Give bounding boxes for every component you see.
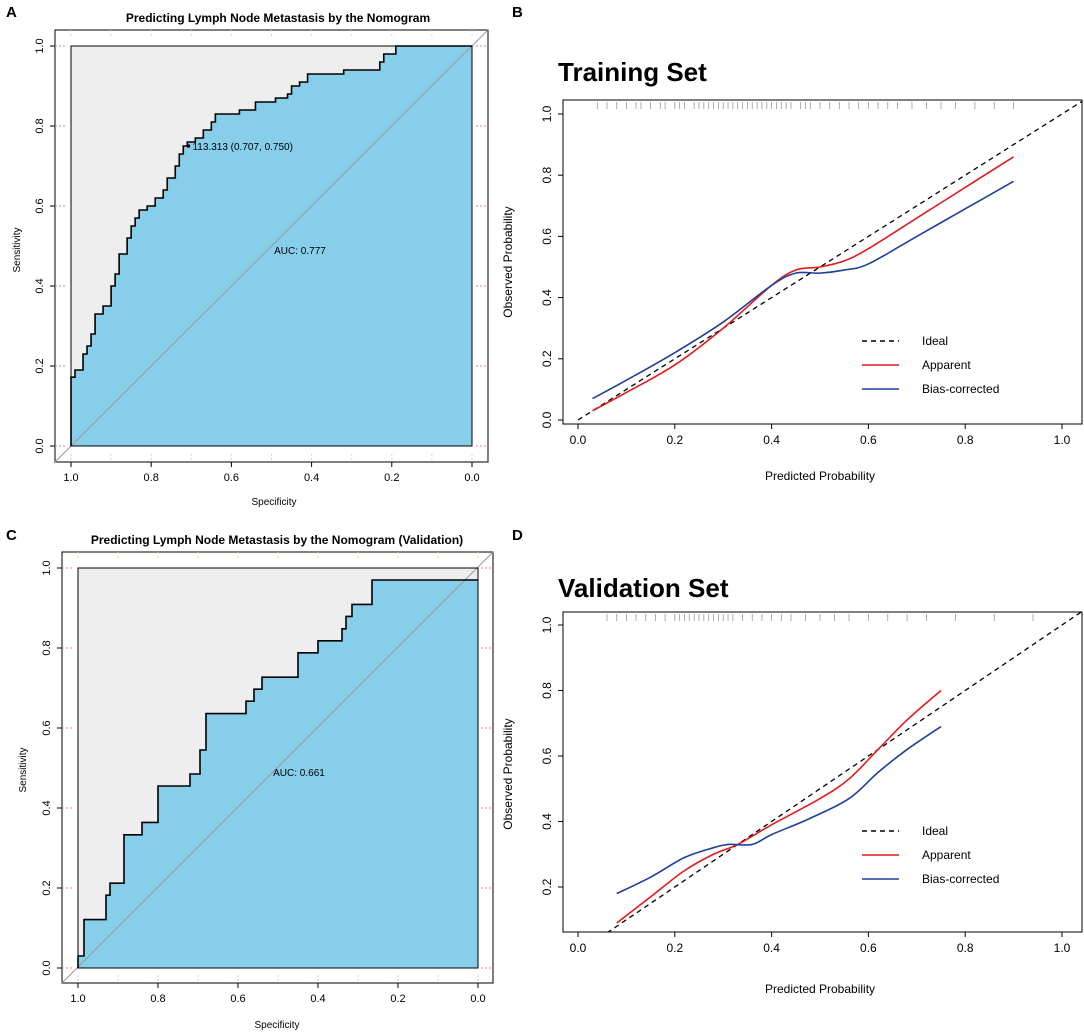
legend-ideal-label: Ideal xyxy=(922,824,948,838)
legend-bias-corrected-label: Bias-corrected xyxy=(922,382,999,396)
x-tick-label: 1.0 xyxy=(1054,433,1071,447)
y-tick-label: 0.4 xyxy=(34,278,46,293)
x-tick-label: 0.4 xyxy=(304,472,319,484)
x-tick-label: 0.2 xyxy=(384,472,399,484)
y-tick-label: 1.0 xyxy=(34,38,46,53)
plot-area-c: 1.0 0.8 0.6 0.4 0.2 0.0 0.0 0.2 0.4 0.6 0.8 1.0 AUC:… xyxy=(41,551,494,1005)
ideal-line xyxy=(607,612,1082,932)
panel-d-calibration-validation: D Validation Set Predicted Probability O… xyxy=(501,527,1083,996)
x-tick-label: 0.6 xyxy=(224,472,239,484)
x-tick-label: 0.4 xyxy=(310,993,325,1005)
chart-title-a: Predicting Lymph Node Metastasis by the … xyxy=(126,11,430,25)
roc-curve xyxy=(77,579,478,968)
y-tick-label: 1.0 xyxy=(540,105,554,122)
roc-inner-frame xyxy=(70,45,473,447)
diagonal-reference-line xyxy=(53,29,489,464)
x-tick-label: 0.2 xyxy=(666,433,683,447)
x-tick-label: 0.6 xyxy=(860,941,877,955)
ideal-line xyxy=(577,100,1082,421)
x-tick-label: 0.2 xyxy=(390,993,405,1005)
x-tick-label: 0.8 xyxy=(957,941,974,955)
y-tick-label: 0.8 xyxy=(540,167,554,184)
x-tick-label: 0.2 xyxy=(666,941,683,955)
plot-area-a: 1.0 0.8 0.6 0.4 0.2 0.0 0.0 0.2 0.4 0.6 0.8 1.0 113.… xyxy=(34,29,489,484)
roc-inner-frame xyxy=(77,567,479,969)
chart-title-d: Validation Set xyxy=(558,573,729,603)
y-tick-label: 0.4 xyxy=(41,800,53,815)
best-threshold-label: 113.313 (0.707, 0.750) xyxy=(192,142,292,153)
x-tick-label: 1.0 xyxy=(70,993,85,1005)
y-tick-label: 0.6 xyxy=(540,228,554,245)
x-tick-label: 0.0 xyxy=(570,433,587,447)
y-tick-label: 0.0 xyxy=(540,411,554,428)
y-tick-label: 0.0 xyxy=(41,960,53,975)
x-tick-label: 0.4 xyxy=(763,433,780,447)
legend-ideal-label: Ideal xyxy=(922,334,948,348)
x-tick-label: 0.0 xyxy=(570,941,587,955)
auc-label: AUC: 0.661 xyxy=(273,768,325,779)
auc-label: AUC: 0.777 xyxy=(274,246,326,257)
y-tick-label: 0.2 xyxy=(540,350,554,367)
x-tick-label: 0.8 xyxy=(144,472,159,484)
x-tick-label: 0.4 xyxy=(763,941,780,955)
y-tick-label: 0.0 xyxy=(34,438,46,453)
panel-c-roc-validation: C Predicting Lymph Node Metastasis by th… xyxy=(6,527,494,1031)
bias-corrected-curve xyxy=(592,180,1014,400)
y-tick-label: 1.0 xyxy=(41,560,53,575)
y-axis-label-b: Observed Probability xyxy=(501,206,515,317)
apparent-curve xyxy=(616,689,942,924)
plot-frame-d xyxy=(562,611,1083,933)
x-tick-label: 0.8 xyxy=(957,433,974,447)
plot-area-b: 0.0 0.2 0.4 0.6 0.8 1.0 0.0 0.2 0.4 0.6 0.8 1.0 Idea… xyxy=(540,99,1083,447)
x-axis-label-a: Specificity xyxy=(251,497,296,508)
panel-letter-c: C xyxy=(6,527,17,544)
x-tick-label: 1.0 xyxy=(1054,941,1071,955)
y-tick-label: 0.8 xyxy=(540,682,554,699)
y-tick-label: 0.6 xyxy=(540,747,554,764)
x-tick-label: 0.8 xyxy=(150,993,165,1005)
x-axis-label-b: Predicted Probability xyxy=(765,469,875,483)
y-axis-label-a: Sensitivity xyxy=(12,227,23,272)
legend-apparent-label: Apparent xyxy=(922,358,971,372)
y-axis-label-c: Sensitivity xyxy=(18,747,29,792)
y-tick-label: 0.8 xyxy=(41,640,53,655)
y-tick-label: 0.2 xyxy=(540,878,554,895)
apparent-curve xyxy=(592,156,1015,412)
x-axis-label-c: Specificity xyxy=(254,1020,299,1031)
plot-area-d: 0.0 0.2 0.4 0.6 0.8 1.0 0.2 0.4 0.6 0.8 1.0 Ideal Ap… xyxy=(540,611,1083,955)
y-tick-label: 0.4 xyxy=(540,289,554,306)
y-tick-label: 0.8 xyxy=(34,118,46,133)
y-tick-label: 0.2 xyxy=(41,880,53,895)
panel-b-calibration-training: B Training Set Predicted Probability Obs… xyxy=(501,4,1083,483)
x-axis-label-d: Predicted Probability xyxy=(765,982,875,996)
y-tick-label: 0.2 xyxy=(34,358,46,373)
chart-title-b: Training Set xyxy=(558,57,707,87)
panel-letter-a: A xyxy=(6,4,17,21)
panel-a-roc-training: A Predicting Lymph Node Metastasis by th… xyxy=(6,4,489,508)
y-tick-label: 0.6 xyxy=(41,720,53,735)
x-tick-label: 0.6 xyxy=(860,433,877,447)
best-threshold-point xyxy=(186,144,191,148)
y-axis-label-d: Observed Probability xyxy=(501,718,515,829)
legend-apparent-label: Apparent xyxy=(922,848,971,862)
bias-corrected-curve xyxy=(616,725,942,895)
chart-title-c: Predicting Lymph Node Metastasis by the … xyxy=(91,533,463,547)
legend-bias-corrected-label: Bias-corrected xyxy=(922,872,999,886)
plot-frame-b xyxy=(562,99,1083,425)
roc-curve xyxy=(70,45,472,446)
x-tick-label: 0.6 xyxy=(230,993,245,1005)
x-tick-label: 1.0 xyxy=(63,472,78,484)
auc-area xyxy=(78,580,478,968)
x-tick-label: 0.0 xyxy=(470,993,485,1005)
panel-letter-d: D xyxy=(512,527,523,544)
diagonal-reference-line xyxy=(60,551,494,985)
y-tick-label: 1.0 xyxy=(540,616,554,633)
x-tick-label: 0.0 xyxy=(464,472,479,484)
y-tick-label: 0.6 xyxy=(34,198,46,213)
plot-clip-group xyxy=(577,100,1082,421)
panel-letter-b: B xyxy=(512,4,523,21)
plot-clip-group xyxy=(606,612,1082,932)
y-tick-label: 0.4 xyxy=(540,813,554,830)
